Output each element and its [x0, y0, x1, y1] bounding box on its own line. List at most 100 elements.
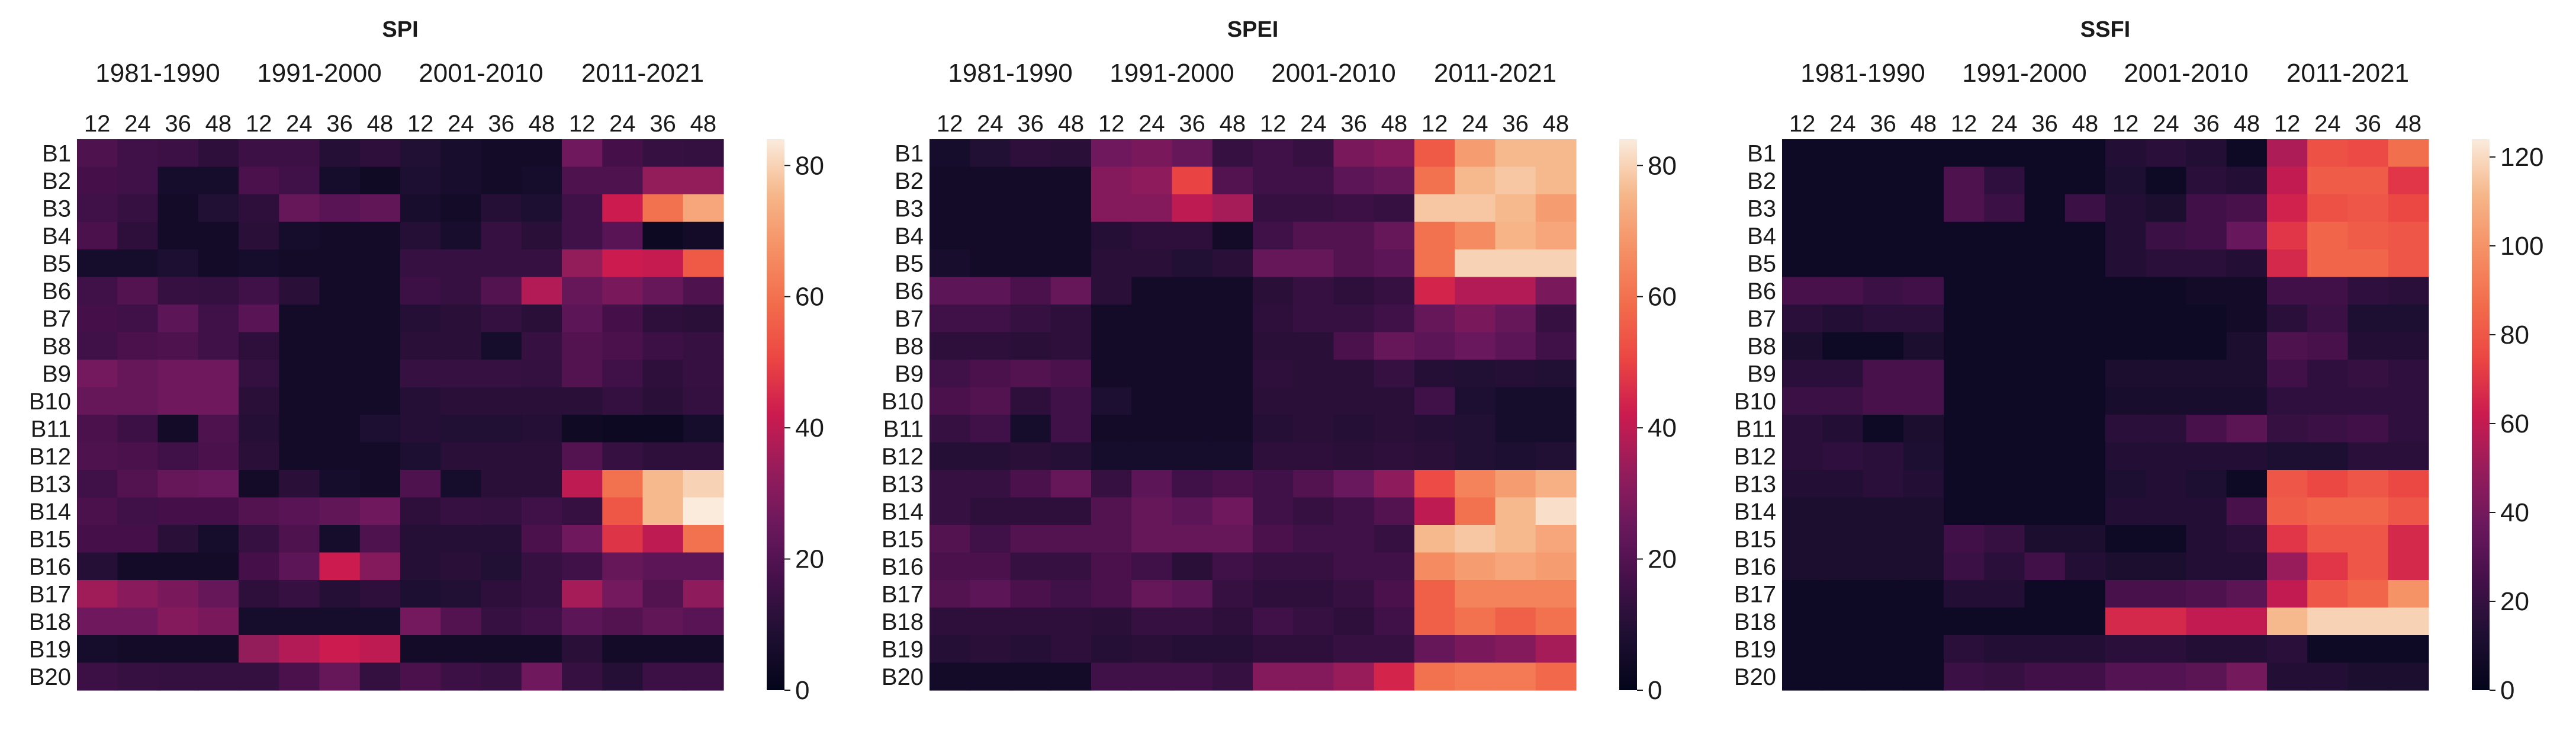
heatmap-cell	[117, 360, 159, 388]
heatmap-cell	[930, 277, 970, 305]
colorbar-tick-label: 60	[2500, 409, 2529, 438]
heatmap-cell	[2024, 277, 2066, 305]
heatmap-cell	[481, 415, 522, 443]
heatmap-cell	[198, 442, 239, 470]
heatmap-cell	[1172, 194, 1213, 223]
heatmap-cell	[562, 635, 603, 664]
heatmap-cell	[970, 442, 1011, 470]
heatmap-cell	[1374, 194, 1415, 223]
heatmap-cell	[1212, 497, 1253, 525]
heatmap-cell	[239, 194, 279, 223]
heatmap-cell	[157, 194, 199, 223]
basin-row-label: B11	[883, 416, 924, 442]
heatmap-cell	[2186, 580, 2227, 608]
heatmap-cell	[602, 305, 644, 333]
heatmap-cell	[157, 442, 199, 470]
basin-row-label: B8	[42, 334, 71, 360]
heatmap-cell	[1333, 442, 1375, 470]
heatmap-cell	[1944, 635, 1985, 664]
heatmap-cell	[2186, 194, 2227, 223]
heatmap-cell	[1944, 415, 1985, 443]
heatmap-cell	[319, 415, 361, 443]
heatmap-cell	[440, 580, 482, 608]
heatmap-cell	[1863, 277, 1904, 305]
scale-tick-label: 48	[1220, 111, 1246, 137]
heatmap-cell	[521, 635, 562, 664]
heatmap-cell	[1782, 470, 1823, 498]
heatmap-cell	[1131, 580, 1173, 608]
heatmap-cell	[1782, 166, 1823, 195]
heatmap-cell	[2105, 552, 2146, 581]
heatmap-cell	[1374, 305, 1415, 333]
heatmap-cell	[683, 415, 724, 443]
heatmap-cell	[279, 525, 320, 553]
heatmap-cell	[2105, 360, 2146, 388]
heatmap-cell	[1091, 525, 1132, 553]
heatmap-cell	[642, 332, 684, 360]
spi-colorbar	[767, 139, 784, 690]
heatmap-cell	[359, 635, 401, 664]
heatmap-cell	[1903, 525, 1944, 553]
heatmap-cell	[2146, 305, 2187, 333]
heatmap-cell	[1212, 662, 1253, 691]
heatmap-cell	[157, 552, 199, 581]
heatmap-cell	[1293, 387, 1334, 415]
heatmap-cell	[77, 305, 118, 333]
heatmap-cell	[2307, 249, 2349, 278]
heatmap-cell	[1253, 580, 1294, 608]
heatmap-cell	[1984, 415, 2025, 443]
heatmap-cell	[562, 139, 603, 168]
heatmap-cell	[2347, 552, 2389, 581]
heatmap-cell	[1293, 249, 1334, 278]
basin-row-label: B4	[42, 223, 71, 249]
heatmap-cell	[1131, 470, 1173, 498]
heatmap-cell	[359, 525, 401, 553]
basin-row-label: B9	[42, 361, 71, 387]
heatmap-cell	[1863, 442, 1904, 470]
heatmap-cell	[198, 415, 239, 443]
heatmap-cell	[683, 332, 724, 360]
heatmap-cell	[1374, 580, 1415, 608]
heatmap-cell	[359, 580, 401, 608]
heatmap-cell	[1414, 607, 1455, 636]
heatmap-cell	[198, 166, 239, 195]
heatmap-cell	[1333, 580, 1375, 608]
heatmap-cell	[1333, 194, 1375, 223]
heatmap-cell	[1863, 470, 1904, 498]
heatmap-cell	[117, 249, 159, 278]
heatmap-cell	[2186, 360, 2227, 388]
heatmap-cell	[359, 332, 401, 360]
heatmap-cell	[1050, 442, 1092, 470]
heatmap-cell	[1253, 249, 1294, 278]
basin-row-label: B16	[1734, 554, 1776, 580]
heatmap-cell	[1212, 415, 1253, 443]
heatmap-cell	[1091, 580, 1132, 608]
heatmap-cell	[2267, 635, 2308, 664]
spei-colorbar	[1619, 139, 1637, 690]
heatmap-cell	[1333, 387, 1375, 415]
heatmap-cell	[602, 497, 644, 525]
scale-tick-label: 48	[205, 111, 232, 137]
heatmap-cell	[642, 166, 684, 195]
heatmap-cell	[239, 249, 279, 278]
heatmap-cell	[1535, 525, 1577, 553]
heatmap-cell	[1010, 360, 1051, 388]
heatmap-cell	[2388, 194, 2429, 223]
heatmap-cell	[1131, 442, 1173, 470]
heatmap-cell	[2105, 166, 2146, 195]
basin-row-label: B18	[882, 609, 924, 635]
heatmap-cell	[562, 442, 603, 470]
heatmap-cell	[1172, 525, 1213, 553]
heatmap-cell	[117, 470, 159, 498]
heatmap-cell	[683, 222, 724, 250]
heatmap-cell	[1984, 222, 2025, 250]
heatmap-cell	[1414, 442, 1455, 470]
heatmap-cell	[1131, 497, 1173, 525]
heatmap-cell	[2064, 222, 2106, 250]
heatmap-cell	[198, 305, 239, 333]
heatmap-cell	[2186, 332, 2227, 360]
heatmap-cell	[359, 166, 401, 195]
heatmap-cell	[1333, 166, 1375, 195]
heatmap-cell	[157, 580, 199, 608]
heatmap-cell	[1535, 470, 1577, 498]
